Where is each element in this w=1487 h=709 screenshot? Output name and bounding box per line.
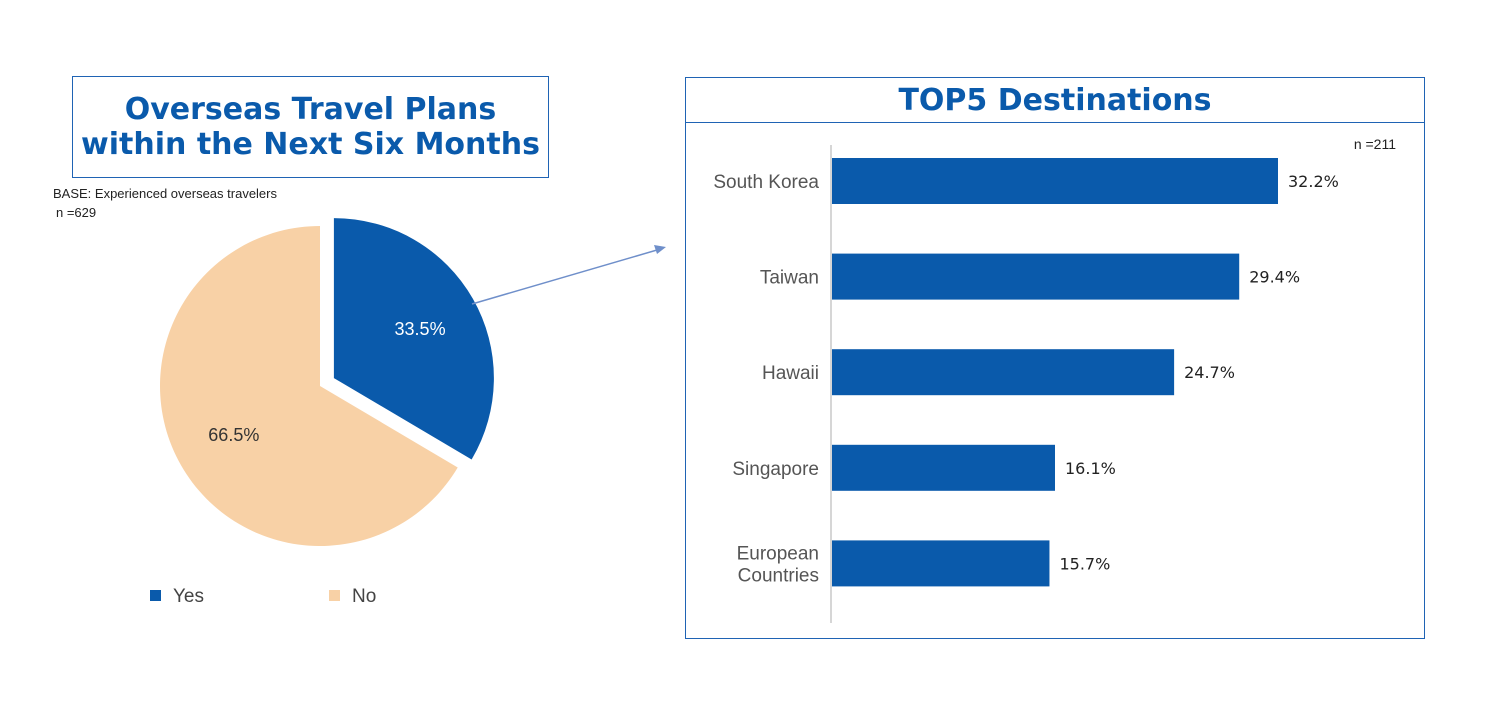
pie-chart-title: Overseas Travel Plans within the Next Si… — [81, 92, 540, 162]
bar-sample-size: n =211 — [1353, 136, 1396, 152]
legend-swatch-yes — [150, 590, 161, 601]
bar-value-label: 15.7% — [1059, 554, 1110, 573]
bar-value-label: 32.2% — [1288, 172, 1339, 191]
category-label: South Korea — [713, 172, 819, 193]
pie-slice-no — [159, 226, 458, 546]
legend-item-no: No — [329, 586, 376, 608]
category-label-line: Hawaii — [762, 363, 819, 384]
legend-label-no: No — [352, 586, 377, 607]
base-note: BASE: Experienced overseas travelers — [53, 186, 277, 201]
bar-3 — [832, 349, 1175, 396]
category-label: Hawaii — [762, 363, 819, 384]
bar-value-label: 24.7% — [1184, 363, 1235, 382]
pie-sample-size: n =629 — [56, 205, 97, 220]
legend-label-yes: Yes — [173, 586, 204, 607]
pie-value-label-no: 66.5% — [208, 425, 259, 445]
bar-1 — [832, 158, 1278, 204]
legend-swatch-no — [329, 590, 340, 601]
category-label-line: Countries — [738, 565, 819, 586]
bar-title-row: TOP5 Destinations — [686, 78, 1424, 123]
bar-chart-title: TOP5 Destinations — [898, 82, 1212, 118]
category-label-line: South Korea — [713, 172, 819, 193]
bar-chart: 32.2% South Korea 29.4% Taiwan 24.7% Hawaii 16… — [713, 145, 1339, 623]
bar-4 — [832, 444, 1055, 491]
category-label-line: Taiwan — [760, 268, 819, 289]
arrow-head-icon — [654, 245, 666, 254]
bar-5 — [832, 540, 1050, 587]
pie-slice-yes — [333, 218, 494, 460]
category-label: Singapore — [732, 459, 819, 480]
pie-title-box: Overseas Travel Plans within the Next Si… — [72, 76, 549, 178]
bar-value-label: 29.4% — [1249, 268, 1300, 287]
category-label-line: European — [737, 543, 819, 564]
category-label-line: Singapore — [732, 459, 819, 480]
legend-item-yes: Yes — [150, 586, 204, 608]
category-label: European Countries — [737, 543, 819, 586]
category-label: Taiwan — [760, 268, 819, 289]
bar-2 — [832, 253, 1240, 300]
bar-chart-panel: TOP5 Destinations n =211 32.2% South Kore… — [685, 77, 1425, 639]
bar-value-label: 16.1% — [1065, 459, 1116, 478]
pie-value-label-yes: 33.5% — [395, 319, 446, 339]
pie-chart: 33.5% 66.5% — [159, 218, 494, 546]
